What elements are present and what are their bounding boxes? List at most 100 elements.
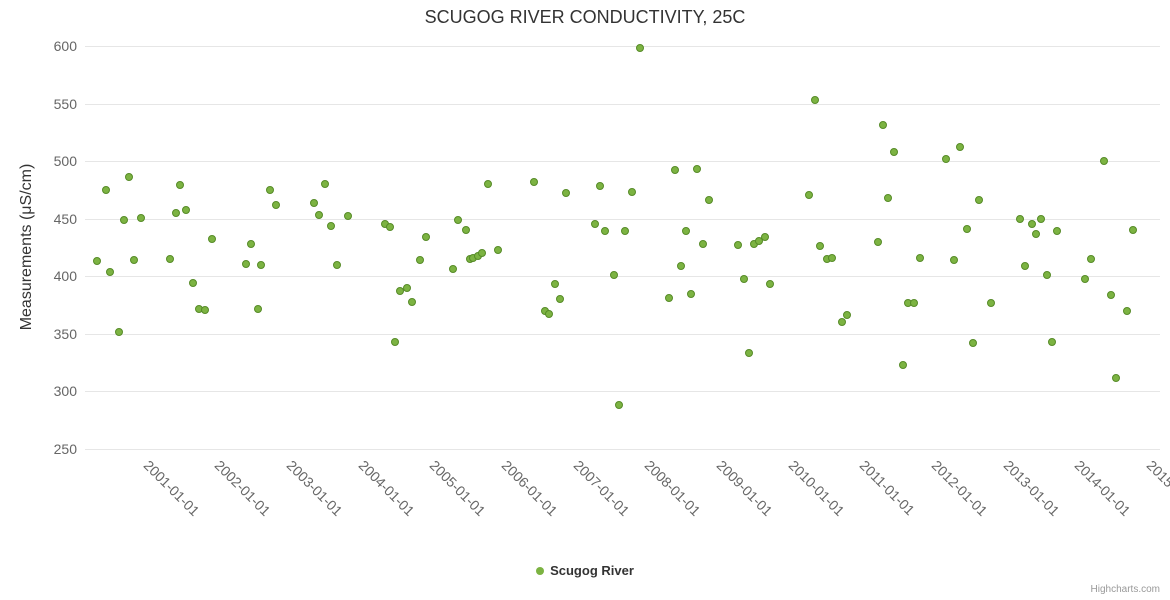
data-point[interactable]	[1106, 290, 1115, 299]
data-point[interactable]	[704, 196, 713, 205]
data-point[interactable]	[837, 318, 846, 327]
data-point[interactable]	[614, 401, 623, 410]
data-point[interactable]	[910, 298, 919, 307]
data-point[interactable]	[271, 200, 280, 209]
data-point[interactable]	[253, 304, 262, 313]
data-point[interactable]	[461, 226, 470, 235]
data-point[interactable]	[257, 260, 266, 269]
data-point[interactable]	[974, 196, 983, 205]
data-point[interactable]	[422, 233, 431, 242]
data-point[interactable]	[333, 260, 342, 269]
data-point[interactable]	[827, 253, 836, 262]
data-point[interactable]	[986, 298, 995, 307]
data-point[interactable]	[879, 121, 888, 130]
data-point[interactable]	[1021, 261, 1030, 270]
data-point[interactable]	[1111, 373, 1120, 382]
data-point[interactable]	[321, 180, 330, 189]
data-point[interactable]	[454, 215, 463, 224]
data-point[interactable]	[1087, 255, 1096, 263]
data-point[interactable]	[1047, 337, 1056, 346]
data-point[interactable]	[890, 147, 899, 156]
data-point[interactable]	[601, 227, 610, 236]
data-point[interactable]	[247, 240, 256, 249]
data-point[interactable]	[551, 280, 560, 289]
data-point[interactable]	[556, 295, 565, 304]
data-point[interactable]	[561, 189, 570, 198]
data-point[interactable]	[309, 198, 318, 207]
data-point[interactable]	[1032, 229, 1041, 238]
data-point[interactable]	[101, 185, 110, 194]
data-point[interactable]	[165, 255, 174, 263]
data-point[interactable]	[676, 261, 685, 270]
data-point[interactable]	[884, 193, 893, 202]
data-point[interactable]	[766, 280, 775, 289]
data-point[interactable]	[119, 215, 128, 224]
data-point[interactable]	[1100, 157, 1109, 166]
data-point[interactable]	[744, 349, 753, 358]
data-point[interactable]	[188, 279, 197, 288]
data-point[interactable]	[124, 173, 133, 182]
data-point[interactable]	[344, 212, 353, 221]
data-point[interactable]	[483, 180, 492, 189]
data-point[interactable]	[1037, 214, 1046, 223]
data-point[interactable]	[493, 245, 502, 254]
data-point[interactable]	[739, 274, 748, 283]
data-point[interactable]	[898, 360, 907, 369]
data-point[interactable]	[873, 237, 882, 246]
data-point[interactable]	[530, 177, 539, 186]
highcharts-credit-link[interactable]: Highcharts.com	[1090, 584, 1160, 595]
data-point[interactable]	[761, 233, 770, 242]
data-point[interactable]	[136, 213, 145, 222]
data-point[interactable]	[1123, 306, 1132, 315]
data-point[interactable]	[1052, 227, 1061, 236]
data-point[interactable]	[609, 271, 618, 280]
data-point[interactable]	[686, 289, 695, 298]
data-point[interactable]	[962, 225, 971, 234]
legend-item[interactable]: Scugog River	[0, 563, 1170, 578]
data-point[interactable]	[842, 311, 851, 320]
data-point[interactable]	[1042, 271, 1051, 280]
data-point[interactable]	[182, 205, 191, 214]
data-point[interactable]	[415, 256, 424, 265]
data-point[interactable]	[478, 249, 487, 258]
data-point[interactable]	[915, 253, 924, 262]
data-point[interactable]	[176, 181, 185, 190]
data-point[interactable]	[670, 166, 679, 175]
data-point[interactable]	[956, 143, 965, 152]
data-point[interactable]	[265, 185, 274, 194]
data-point[interactable]	[129, 256, 138, 265]
data-point[interactable]	[693, 165, 702, 174]
data-point[interactable]	[326, 221, 335, 230]
data-point[interactable]	[1027, 220, 1036, 229]
data-point[interactable]	[93, 257, 102, 266]
data-point[interactable]	[201, 305, 210, 314]
data-point[interactable]	[1081, 274, 1090, 283]
data-point[interactable]	[698, 240, 707, 249]
data-point[interactable]	[402, 283, 411, 292]
data-point[interactable]	[590, 220, 599, 229]
data-point[interactable]	[1129, 226, 1138, 235]
data-point[interactable]	[804, 190, 813, 199]
data-point[interactable]	[545, 310, 554, 319]
data-point[interactable]	[449, 265, 458, 274]
data-point[interactable]	[810, 96, 819, 105]
data-point[interactable]	[627, 188, 636, 197]
data-point[interactable]	[386, 222, 395, 231]
data-point[interactable]	[681, 227, 690, 236]
data-point[interactable]	[620, 227, 629, 236]
data-point[interactable]	[815, 242, 824, 251]
data-point[interactable]	[407, 297, 416, 306]
data-point[interactable]	[596, 182, 605, 191]
data-point[interactable]	[315, 211, 324, 220]
data-point[interactable]	[968, 339, 977, 348]
data-point[interactable]	[207, 235, 216, 244]
data-point[interactable]	[950, 256, 959, 265]
data-point[interactable]	[172, 208, 181, 217]
data-point[interactable]	[942, 154, 951, 163]
data-point[interactable]	[733, 241, 742, 250]
data-point[interactable]	[1015, 214, 1024, 223]
data-point[interactable]	[635, 44, 644, 53]
data-point[interactable]	[665, 294, 674, 303]
data-point[interactable]	[241, 259, 250, 268]
data-point[interactable]	[391, 337, 400, 346]
